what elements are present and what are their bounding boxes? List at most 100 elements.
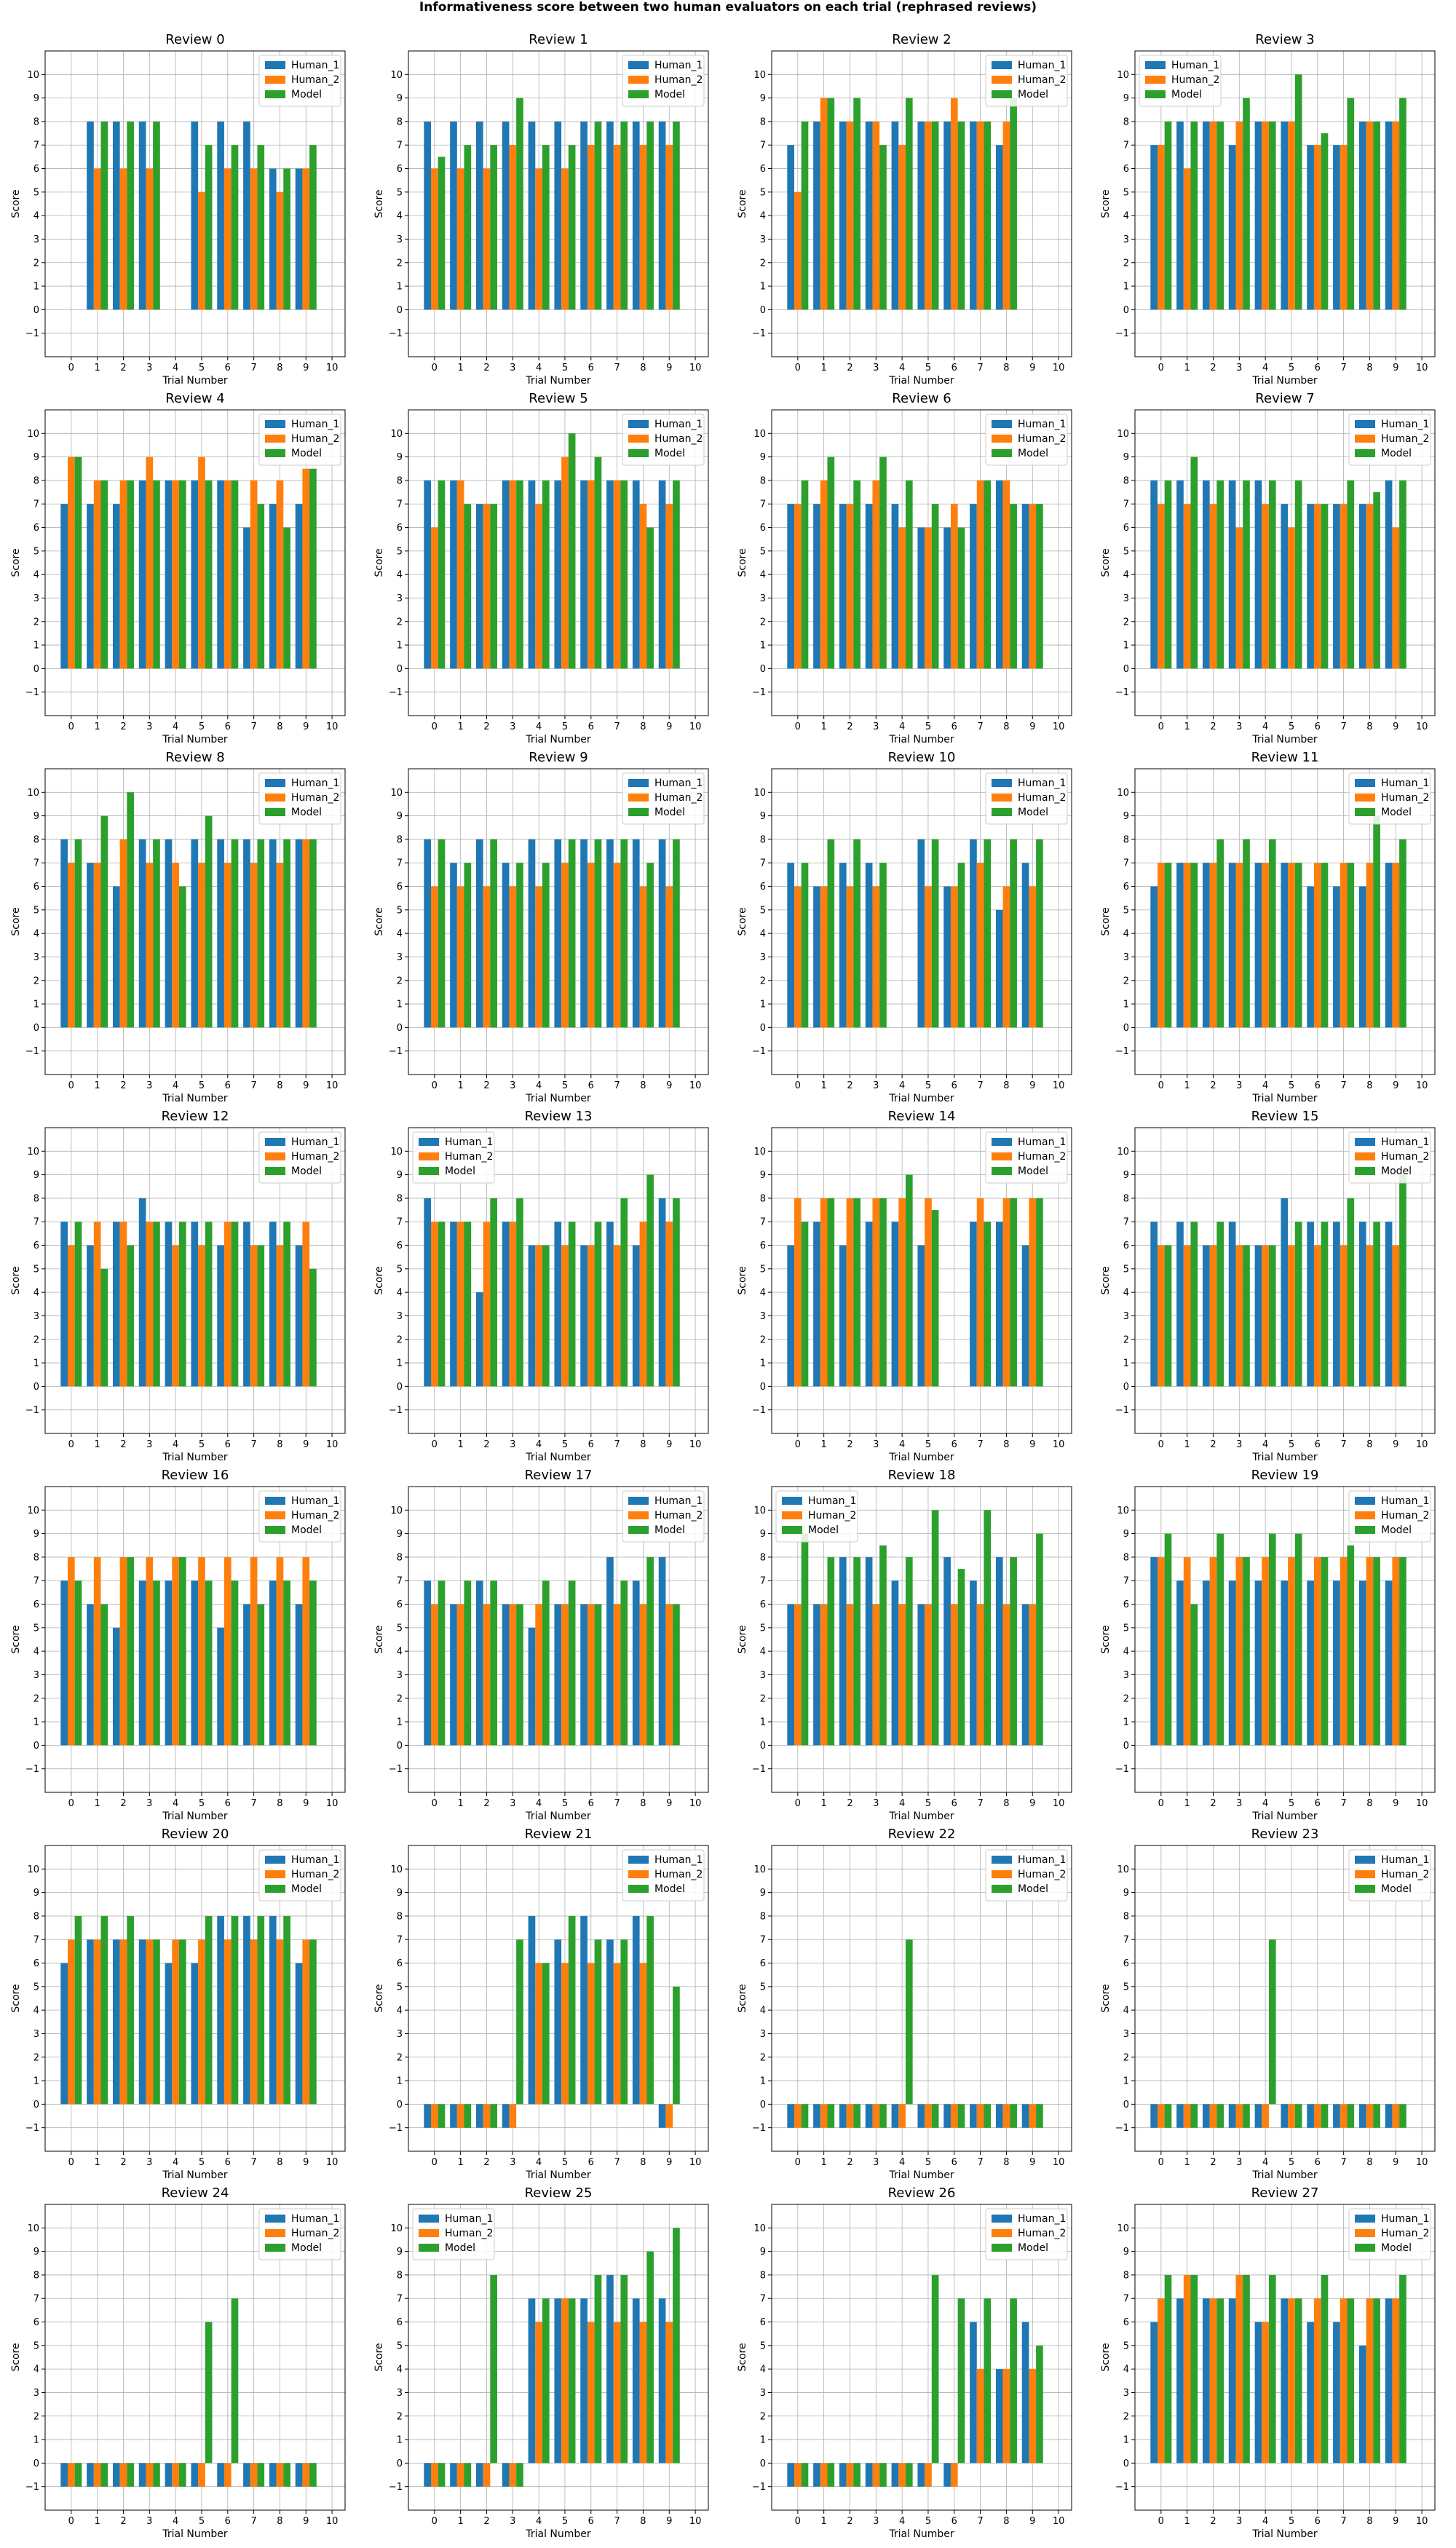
bar-human_1-trial-5 — [1281, 863, 1289, 1028]
y-tick-label: 6 — [397, 882, 403, 893]
y-tick-label: 9 — [760, 2247, 766, 2258]
x-tick-label: 6 — [951, 363, 957, 373]
bars — [60, 1556, 317, 1746]
bar-model-trial-9 — [673, 2228, 680, 2464]
x-tick-label: 9 — [1393, 2157, 1398, 2168]
x-tick-label: 9 — [303, 1798, 309, 1809]
y-axis-label: Score — [10, 1266, 22, 1294]
bar-model-trial-3 — [153, 1222, 160, 1387]
legend-label-human_2: Human_2 — [291, 1151, 339, 1163]
bar-human_2-trial-3 — [509, 1222, 517, 1387]
bar-human_1-trial-6 — [1307, 1222, 1314, 1387]
bar-human_1-trial-8 — [1358, 504, 1366, 669]
x-axis-label: Trial Number — [1251, 1452, 1318, 1463]
y-tick-label: 3 — [397, 2029, 403, 2040]
bar-human_2-trial-9 — [665, 1222, 673, 1387]
bar-model-trial-4 — [905, 480, 913, 669]
bars — [424, 839, 680, 1028]
x-tick-label: 1 — [1184, 1439, 1190, 1450]
x-tick-label: 1 — [95, 363, 100, 373]
bars — [787, 2274, 1043, 2487]
bar-human_2-trial-3 — [509, 2104, 517, 2128]
legend-label-human_1: Human_1 — [445, 2213, 493, 2225]
subplot-title: Review 2 — [892, 32, 951, 47]
y-tick-label: −1 — [389, 687, 403, 698]
y-tick-label: 4 — [33, 2365, 39, 2375]
x-tick-label: 1 — [1184, 2516, 1190, 2527]
x-tick-label: 5 — [925, 2157, 931, 2168]
bar-human_1-trial-1 — [450, 480, 457, 669]
axes-frame — [44, 409, 346, 716]
y-tick-label: 6 — [760, 1241, 766, 1251]
y-axis-label: Score — [10, 1625, 22, 1653]
bars — [1150, 456, 1406, 669]
x-tick-label: 9 — [303, 1080, 309, 1091]
bar-model-trial-5 — [931, 504, 939, 669]
bar-human_2-trial-1 — [1183, 1245, 1191, 1387]
y-tick-label: 1 — [33, 2076, 39, 2087]
bar-human_2-trial-5 — [198, 1556, 205, 1746]
bar-human_1-trial-2 — [1202, 1245, 1210, 1387]
bar-model-trial-7 — [620, 839, 628, 1028]
x-tick-label: 9 — [666, 363, 672, 373]
y-tick-label: −1 — [389, 328, 403, 339]
y-tick-label: 4 — [33, 211, 39, 222]
bar-human_1-trial-2 — [112, 1222, 120, 1387]
legend-swatch-human_2 — [628, 1511, 649, 1519]
bar-model-trial-7 — [984, 121, 992, 310]
x-tick-label: 7 — [614, 1080, 620, 1091]
bar-human_2-trial-4 — [535, 886, 542, 1028]
x-tick-label: 5 — [199, 1798, 205, 1809]
y-tick-label: 4 — [760, 929, 766, 940]
y-tick-label: 8 — [760, 1911, 766, 1922]
x-tick-label: 4 — [1262, 721, 1268, 732]
bar-model-trial-6 — [957, 1569, 965, 1746]
bar-human_1-trial-4 — [1254, 2104, 1262, 2128]
bar-human_1-trial-4 — [891, 2463, 899, 2487]
bar-human_2-trial-1 — [93, 1222, 101, 1387]
bar-model-trial-6 — [1321, 2274, 1329, 2464]
y-tick-label: 1 — [1123, 282, 1129, 293]
x-tick-label: 3 — [510, 2516, 515, 2527]
y-tick-label: 4 — [760, 2365, 766, 2375]
bar-model-trial-8 — [646, 1174, 654, 1387]
y-tick-label: 5 — [760, 187, 766, 198]
bar-human_1-trial-9 — [1385, 1222, 1393, 1387]
bar-model-trial-2 — [127, 2463, 134, 2487]
bar-human_2-trial-1 — [820, 886, 828, 1028]
x-tick-label: 10 — [1416, 2157, 1428, 2168]
x-tick-label: 5 — [562, 1798, 568, 1809]
x-tick-label: 2 — [483, 1080, 489, 1091]
bar-human_1-trial-6 — [217, 121, 224, 310]
y-tick-label: −1 — [25, 1046, 39, 1057]
bar-human_1-trial-3 — [1228, 2104, 1236, 2128]
bar-human_1-trial-5 — [1281, 504, 1289, 669]
bar-human_1-trial-0 — [787, 1245, 794, 1387]
bar-human_1-trial-1 — [87, 1939, 94, 2105]
legend-label-human_1: Human_1 — [1018, 419, 1066, 430]
x-tick-label: 7 — [1340, 1080, 1346, 1091]
bar-human_2-trial-1 — [93, 1939, 101, 2105]
y-tick-label: 4 — [33, 2006, 39, 2017]
axes-frame — [1134, 1845, 1436, 2152]
x-axis-label: Trial Number — [1251, 2169, 1318, 2181]
y-axis-label: Score — [373, 2343, 385, 2371]
bar-human_2-trial-3 — [1235, 1556, 1243, 1746]
bar-model-trial-7 — [257, 1604, 265, 1746]
bar-human_1-trial-5 — [1281, 1198, 1289, 1387]
bar-model-trial-0 — [74, 1222, 82, 1387]
y-tick-label: 0 — [33, 1382, 39, 1393]
y-tick-label: 4 — [397, 2006, 403, 2017]
y-tick-label: 0 — [760, 2100, 766, 2110]
bar-human_2-trial-3 — [146, 456, 154, 669]
y-tick-label: 9 — [397, 93, 403, 104]
bar-model-trial-2 — [1216, 121, 1224, 310]
bar-human_2-trial-6 — [950, 2104, 958, 2128]
y-axis-label: Score — [1100, 548, 1112, 577]
x-tick-label: 8 — [1003, 1080, 1009, 1091]
legend-swatch-human_2 — [1145, 76, 1166, 84]
x-tick-label: 5 — [925, 1080, 931, 1091]
bars — [787, 839, 1043, 1028]
